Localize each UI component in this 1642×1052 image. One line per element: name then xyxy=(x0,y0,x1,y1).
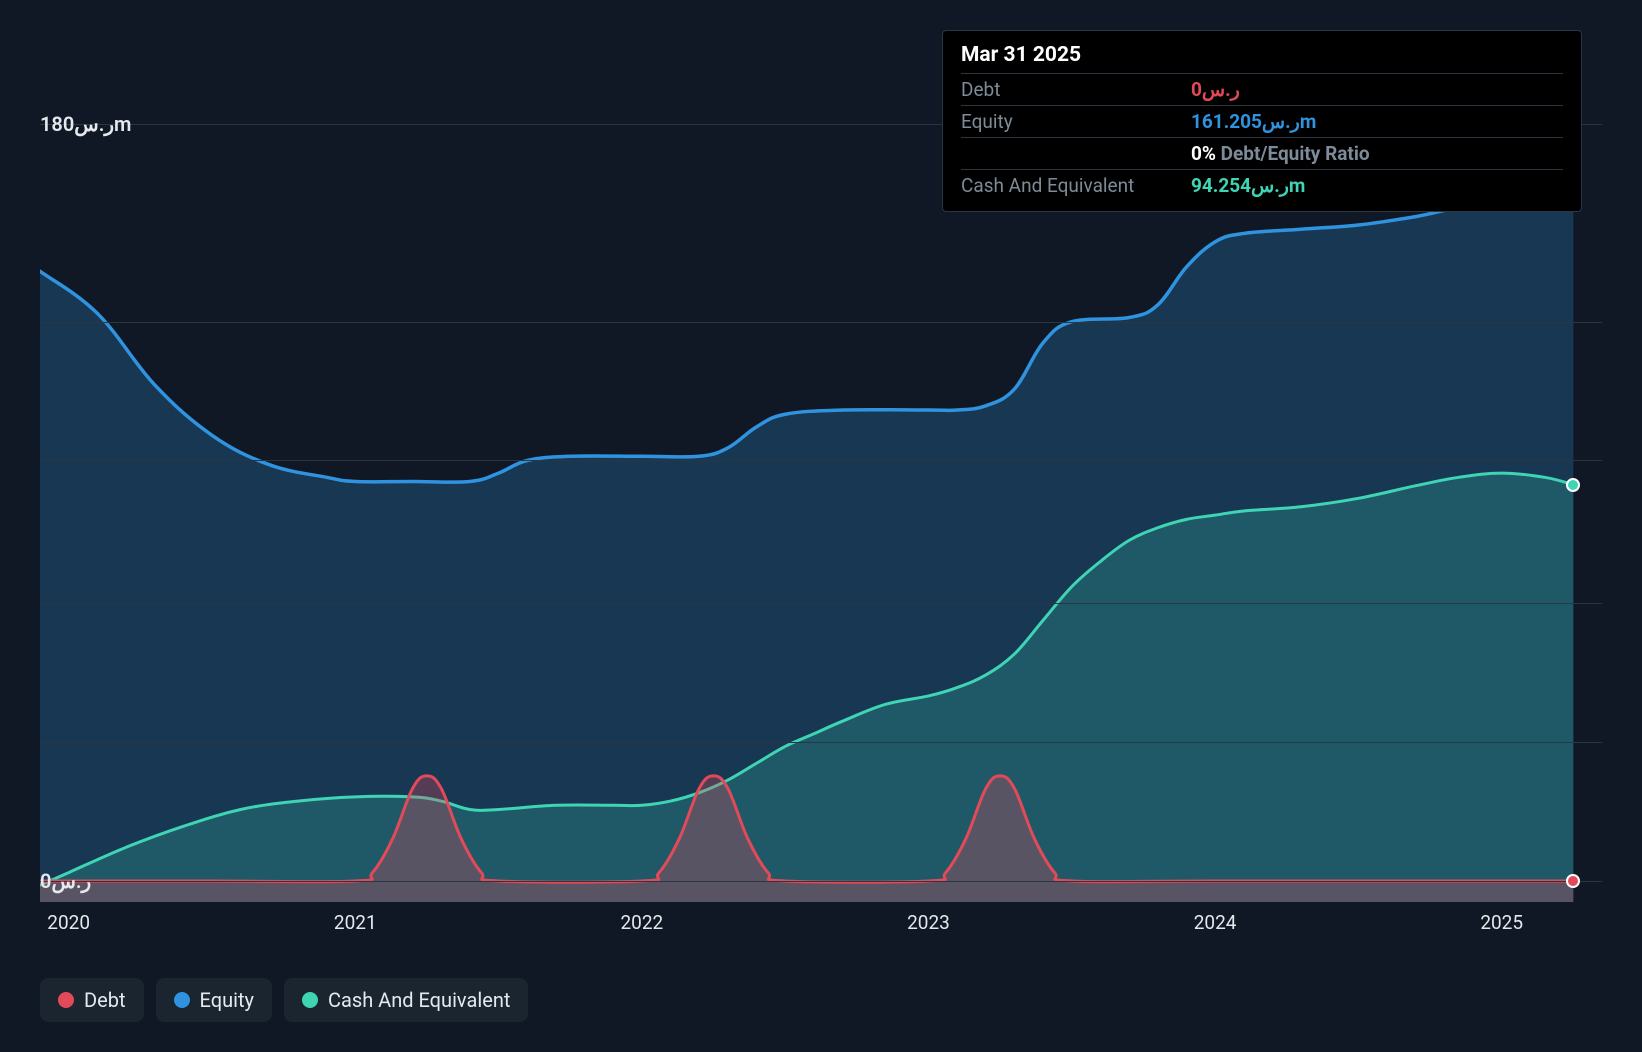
x-tick-label: 2022 xyxy=(621,911,664,934)
gridline xyxy=(40,881,1602,882)
tooltip-row: Equity161.205ر.سm xyxy=(961,105,1563,137)
legend-item-debt[interactable]: Debt xyxy=(40,978,144,1022)
legend-item-cash[interactable]: Cash And Equivalent xyxy=(284,978,528,1022)
legend-item-label: Cash And Equivalent xyxy=(328,988,510,1012)
tooltip-ratio-pct: 0% xyxy=(1191,142,1216,165)
tooltip-rows: Debt0ر.سEquity161.205ر.سm0% Debt/Equity … xyxy=(961,73,1563,201)
tooltip-row: Cash And Equivalent94.254ر.سm xyxy=(961,169,1563,201)
tooltip-ratio: 0% Debt/Equity Ratio xyxy=(1191,142,1370,165)
tooltip-title: Mar 31 2025 xyxy=(961,43,1563,67)
legend-item-label: Debt xyxy=(84,988,126,1012)
equity-legend-dot xyxy=(174,992,190,1008)
gridline xyxy=(40,603,1602,604)
gridline xyxy=(40,460,1602,461)
cash-end-marker xyxy=(1566,478,1580,492)
debt-end-marker xyxy=(1566,874,1580,888)
tooltip-row-value: 94.254ر.سm xyxy=(1191,174,1305,197)
x-tick-label: 2020 xyxy=(47,911,90,934)
debt-equity-chart: 0ر.س180ر.سm Mar 31 2025 Debt0ر.سEquity16… xyxy=(0,0,1642,1052)
gridline xyxy=(40,322,1602,323)
tooltip-row-value: 0ر.س xyxy=(1191,78,1240,101)
chart-legend: Debt Equity Cash And Equivalent xyxy=(40,978,528,1022)
x-tick-label: 2023 xyxy=(907,911,950,934)
tooltip-row-label: Cash And Equivalent xyxy=(961,174,1191,197)
legend-item-label: Equity xyxy=(200,988,254,1012)
tooltip-row: Debt0ر.س xyxy=(961,73,1563,105)
x-tick-label: 2024 xyxy=(1194,911,1237,934)
cash-legend-dot xyxy=(302,992,318,1008)
gridline xyxy=(40,742,1602,743)
tooltip-row: 0% Debt/Equity Ratio xyxy=(961,137,1563,169)
x-tick-label: 2025 xyxy=(1480,911,1523,934)
tooltip-row-label: Debt xyxy=(961,78,1191,101)
tooltip-ratio-label: Debt/Equity Ratio xyxy=(1216,142,1370,165)
y-tick-label: 180ر.سm xyxy=(40,112,131,136)
x-tick-label: 2021 xyxy=(334,911,377,934)
chart-tooltip: Mar 31 2025 Debt0ر.سEquity161.205ر.سm0% … xyxy=(942,30,1582,212)
legend-item-equity[interactable]: Equity xyxy=(156,978,272,1022)
tooltip-row-label xyxy=(961,142,1191,165)
tooltip-row-label: Equity xyxy=(961,110,1191,133)
debt-legend-dot xyxy=(58,992,74,1008)
y-tick-label: 0ر.س xyxy=(40,869,91,893)
tooltip-row-value: 161.205ر.سm xyxy=(1191,110,1316,133)
